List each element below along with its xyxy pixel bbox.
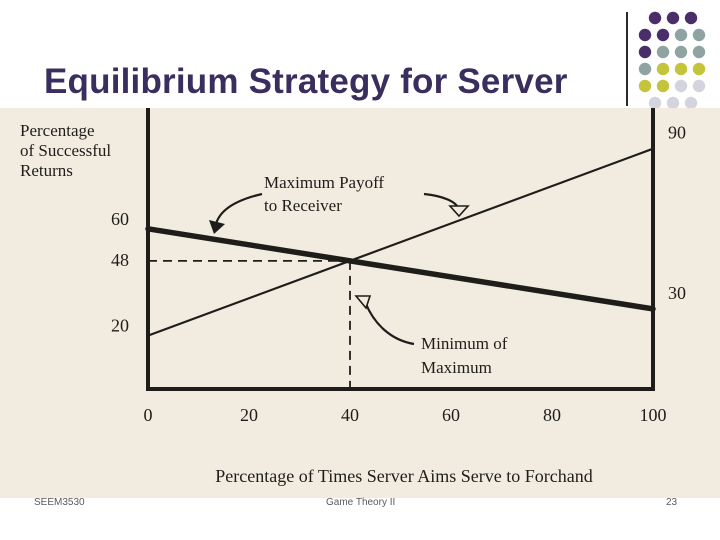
x-tick-label: 20: [240, 405, 258, 425]
x-tick-label: 60: [442, 405, 460, 425]
slide-title: Equilibrium Strategy for Server: [44, 62, 568, 101]
left-axis-value-label: 60: [111, 209, 129, 229]
right-axis-value-label: 30: [668, 283, 686, 303]
decorative-dot: [666, 11, 680, 25]
series-line: [145, 226, 656, 312]
decorative-dot: [656, 62, 670, 76]
annotation-max-payoff-line-2: to Receiver: [264, 196, 342, 215]
annotation-min-of-max-line-1: Minimum of: [421, 334, 508, 353]
x-tick-label: 100: [640, 405, 667, 425]
annotation-arrow-left: [214, 192, 263, 225]
right-axis-value-label: 90: [668, 123, 686, 143]
decorative-dot: [692, 28, 706, 42]
x-tick-label: 40: [341, 405, 359, 425]
decorative-dot: [684, 96, 698, 110]
footer-lecture-title: Game Theory II: [326, 497, 396, 508]
decorative-dot: [692, 79, 706, 93]
decorative-dot: [692, 45, 706, 59]
chart: Percentage of Successful Returns 0 20 40 60…: [0, 108, 720, 498]
decorative-dot: [674, 62, 688, 76]
annotation-min-of-max-line-2: Maximum: [421, 358, 492, 377]
decorative-dot: [684, 11, 698, 25]
decorative-dot: [638, 79, 652, 93]
annotation-arrowhead-right: [448, 205, 470, 218]
y-axis-label-line-3: Returns: [20, 161, 73, 180]
annotation-arrow-bottom: [364, 303, 415, 346]
decorative-dot: [692, 62, 706, 76]
decorative-dot: [674, 45, 688, 59]
annotation-arrowhead-bottom: [354, 295, 372, 310]
decorative-dot: [674, 28, 688, 42]
decorative-dot-grid: [638, 11, 706, 110]
decorative-dot: [656, 28, 670, 42]
decorative-dot: [656, 79, 670, 93]
decorative-dot: [648, 96, 662, 110]
decorative-dot: [656, 45, 670, 59]
series-line: [146, 147, 655, 337]
y-axis-label-line-1: Percentage: [20, 121, 95, 140]
slide-footer: SEEM3530 Game Theory II 23: [0, 497, 720, 540]
left-axis-value-label: 48: [111, 250, 129, 270]
decorative-dot: [638, 62, 652, 76]
x-axis-label: Percentage of Times Server Aims Serve to…: [215, 466, 592, 486]
y-axis-label-line-2: of Successful: [20, 141, 111, 160]
annotation-max-payoff-line-1: Maximum Payoff: [264, 173, 384, 192]
footer-course-code: SEEM3530: [34, 497, 85, 508]
title-divider: [626, 12, 628, 106]
x-tick-label: 0: [144, 405, 153, 425]
left-axis-value-label: 20: [111, 316, 129, 336]
footer-page-number: 23: [666, 497, 678, 508]
decorative-dot: [666, 96, 680, 110]
decorative-dot: [674, 79, 688, 93]
decorative-dot: [638, 28, 652, 42]
x-tick-label: 80: [543, 405, 561, 425]
decorative-dot: [648, 11, 662, 25]
decorative-dot: [638, 45, 652, 59]
annotation-arrowhead-left: [209, 220, 225, 234]
